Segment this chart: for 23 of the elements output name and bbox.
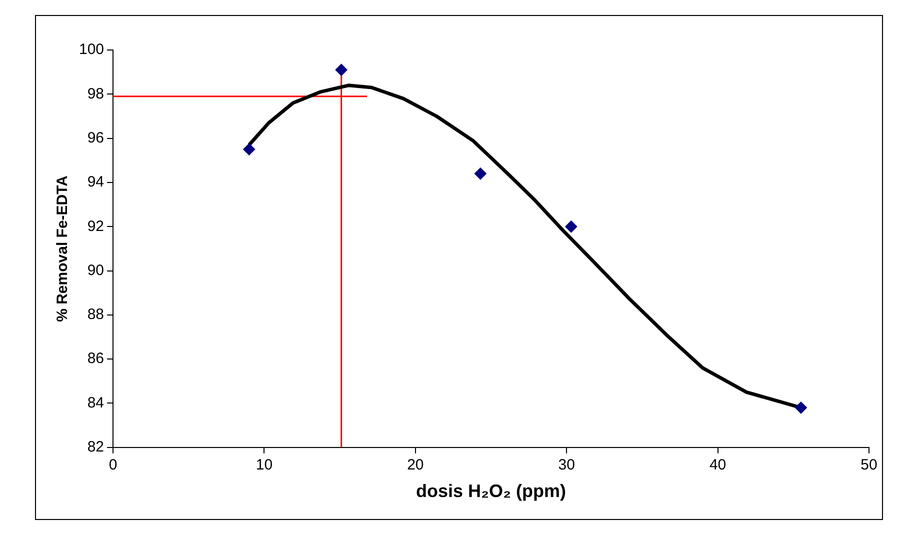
x-tick-label: 30 [558,456,575,474]
y-tick-label: 94 [87,174,104,191]
point [794,402,807,414]
y-tick-label: 90 [87,262,104,279]
y-tick-label: 92 [87,218,104,235]
y-tick-label: 100 [78,41,104,58]
x-tick-label: 20 [407,456,424,474]
y-tick-label: 88 [87,306,104,324]
y-tick-label: 96 [87,129,104,146]
y-tick-label: 98 [87,85,104,102]
y-axis-title: % Removal Fe-EDTA [54,175,72,322]
point [243,143,256,156]
x-tick-label: 50 [860,456,878,474]
x-tick-label: 40 [709,456,726,474]
point [565,220,578,233]
x-tick-label: 10 [256,456,273,474]
y-tick-label: 86 [87,350,104,368]
y-tick-label: 82 [87,438,104,456]
x-axis-title: dosis H₂O₂ (ppm) [416,481,566,502]
x-tick-label: 0 [108,456,118,474]
point [335,64,348,76]
y-tick-label: 84 [87,394,104,412]
point [474,168,486,180]
